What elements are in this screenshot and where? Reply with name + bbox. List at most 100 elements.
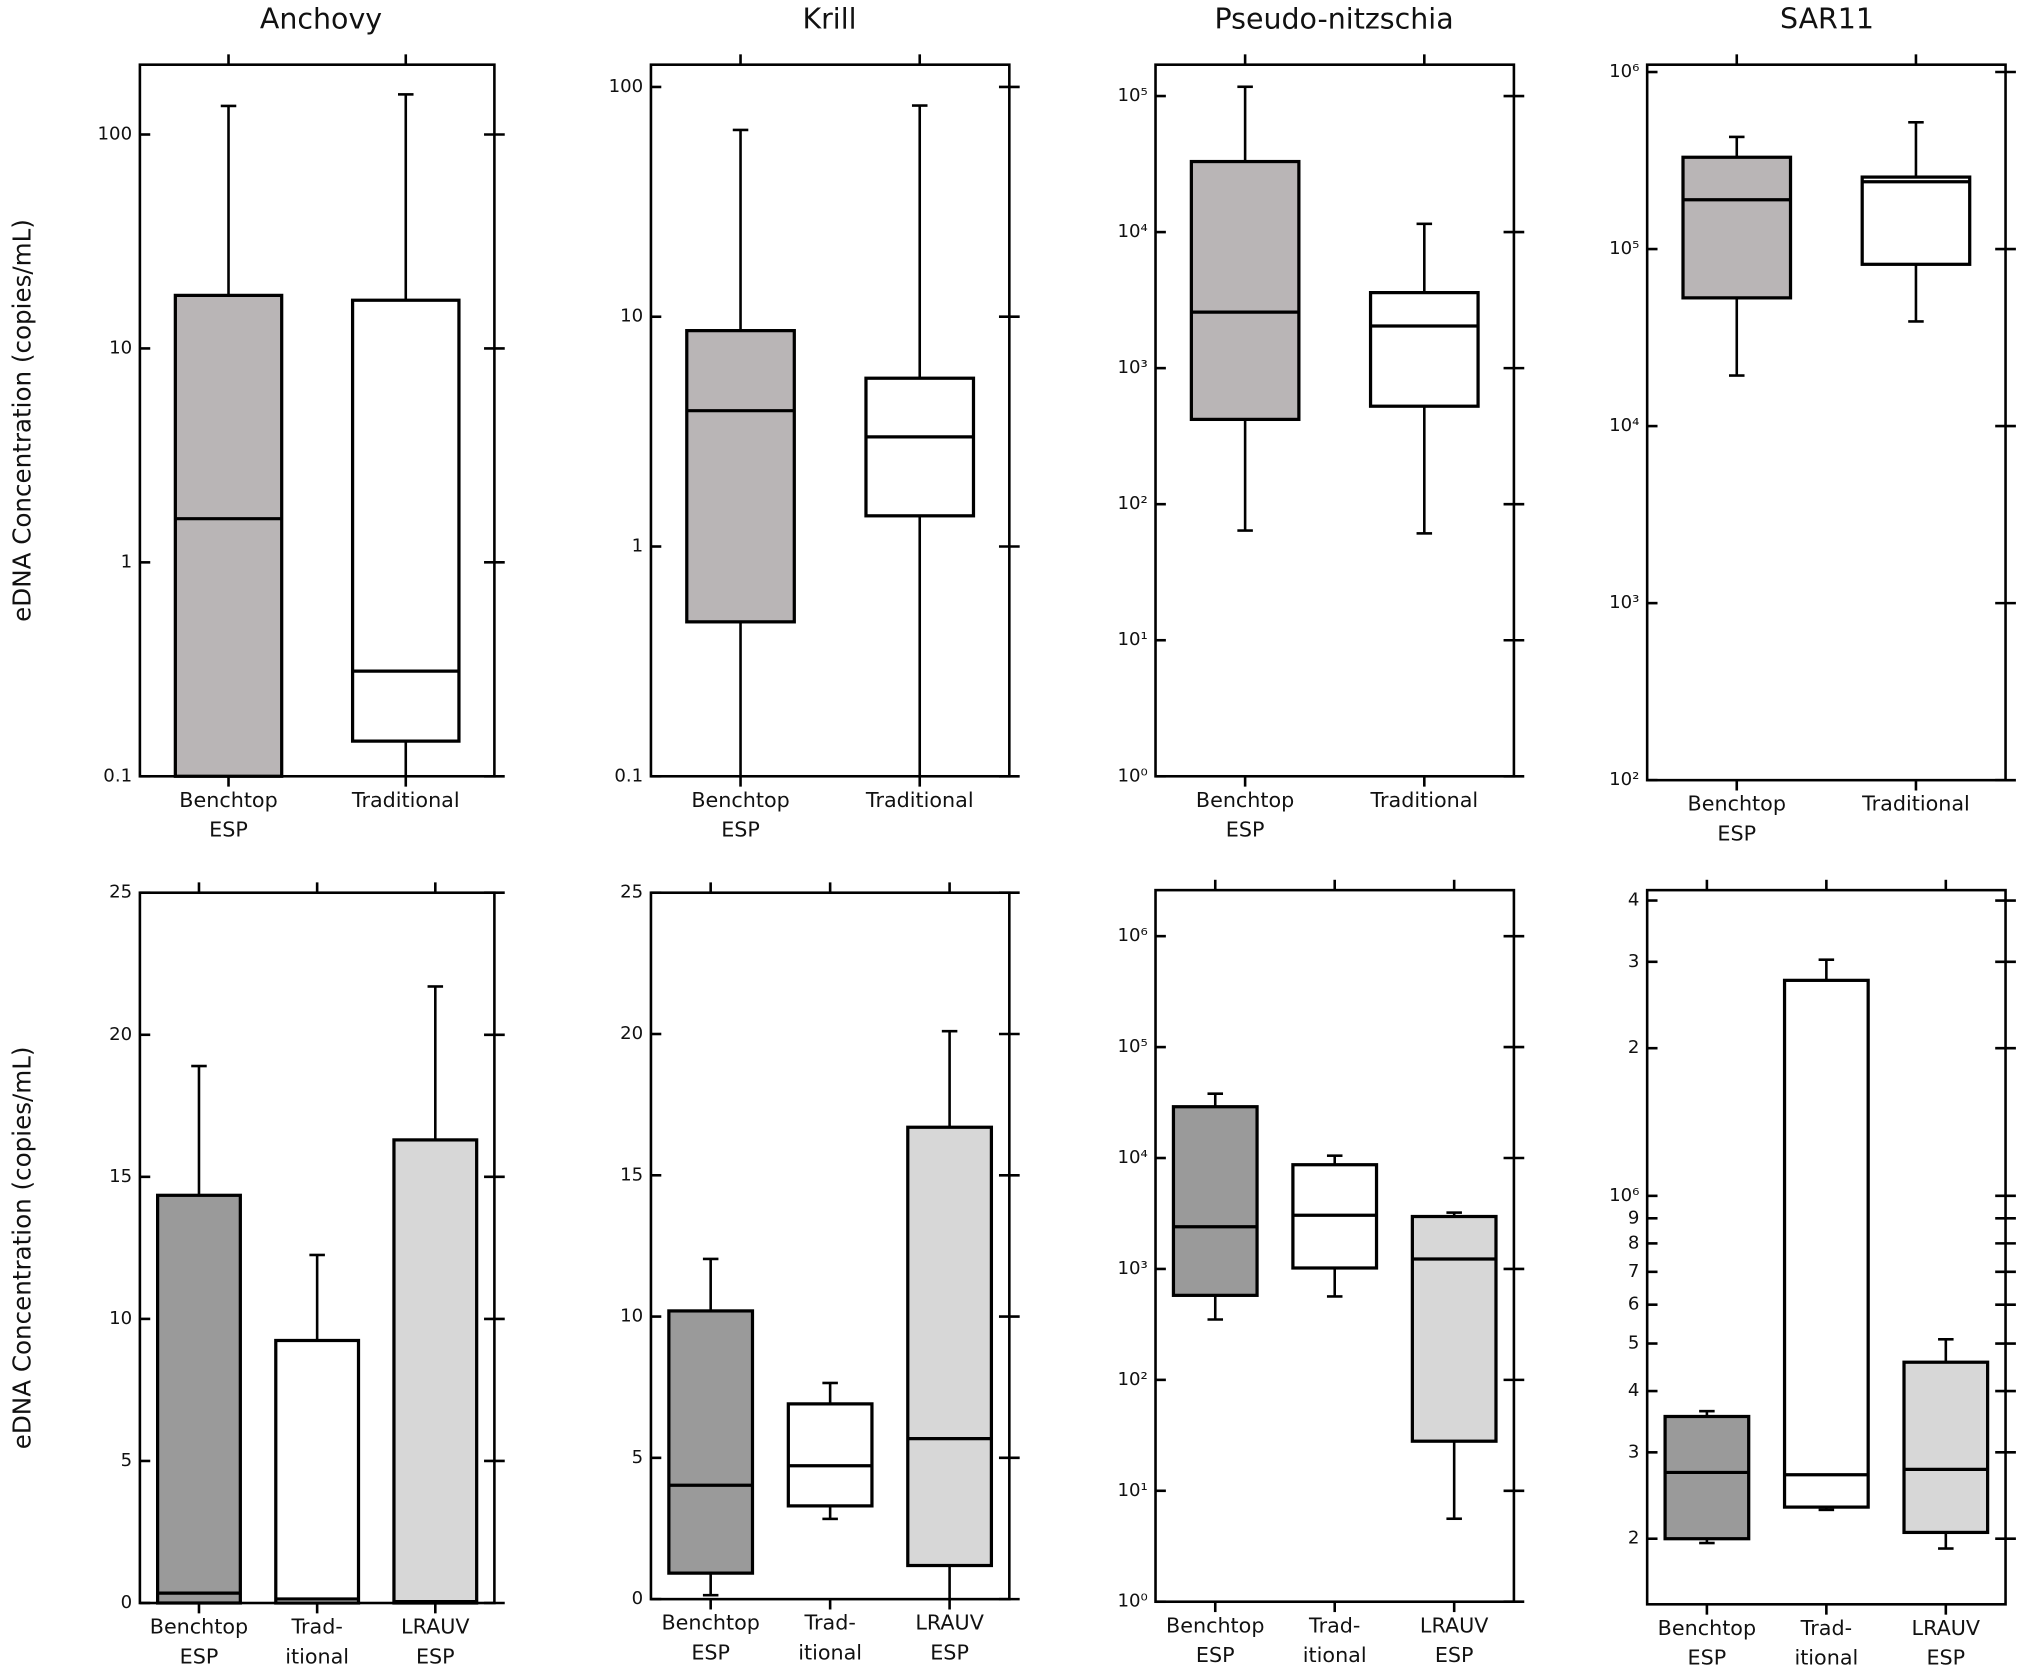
x-tick-label: Traditional bbox=[1369, 788, 1478, 812]
y-tick-label: 10⁵ bbox=[1117, 1036, 1147, 1057]
y-tick-label: 5 bbox=[632, 1447, 644, 1468]
x-tick-label: Benchtop bbox=[150, 1615, 248, 1639]
x-tick-label: Benchtop bbox=[179, 788, 277, 812]
box bbox=[350, 298, 461, 743]
y-tick-label: 25 bbox=[109, 882, 132, 903]
y-tick-label: 10¹ bbox=[1117, 1480, 1147, 1501]
y-tick-label: 10² bbox=[1117, 493, 1147, 514]
y-tick-label: 10⁵ bbox=[1117, 85, 1147, 106]
panel-title: Anchovy bbox=[260, 3, 382, 36]
box bbox=[1902, 1360, 1990, 1535]
x-tick-label: itional bbox=[1794, 1646, 1858, 1669]
x-tick-label: Trad- bbox=[1800, 1616, 1852, 1640]
x-tick-label: ESP bbox=[1226, 818, 1265, 842]
y-tick-label: 10 bbox=[620, 1306, 643, 1327]
box bbox=[1663, 1414, 1751, 1541]
y-tick-label: 5 bbox=[121, 1450, 133, 1471]
y-tick-label: 10⁰ bbox=[1117, 765, 1147, 786]
y-tick-label: 3 bbox=[1628, 951, 1640, 972]
y-tick-label: 25 bbox=[620, 882, 643, 903]
box bbox=[274, 1338, 361, 1605]
y-tick-label: 10¹ bbox=[1117, 629, 1147, 650]
y-tick-label: 10⁴ bbox=[1117, 221, 1147, 242]
y-tick-label: 3 bbox=[1628, 1441, 1640, 1462]
box bbox=[906, 1125, 994, 1568]
x-tick-label: Benchtop bbox=[661, 1611, 759, 1635]
y-tick-label: 4 bbox=[1628, 890, 1640, 911]
x-tick-label: ESP bbox=[1435, 1643, 1474, 1667]
x-tick-label: ESP bbox=[1926, 1646, 1965, 1669]
y-tick-label: 7 bbox=[1628, 1261, 1640, 1282]
x-tick-label: LRAUV bbox=[915, 1611, 984, 1635]
y-tick-label: 9 bbox=[1628, 1207, 1640, 1228]
y-tick-label: 0 bbox=[632, 1588, 644, 1609]
x-tick-label: itional bbox=[285, 1644, 349, 1668]
x-tick-label: Traditional bbox=[1861, 792, 1970, 816]
y-tick-label: 1 bbox=[632, 536, 644, 557]
box bbox=[1171, 1105, 1259, 1297]
plot-frame bbox=[1645, 63, 2007, 782]
x-tick-label: Traditional bbox=[865, 788, 974, 812]
x-tick-label: Benchtop bbox=[1658, 1616, 1756, 1640]
y-tick-label: 10⁴ bbox=[1609, 415, 1639, 436]
y-tick-label: 15 bbox=[109, 1166, 132, 1187]
box bbox=[392, 1138, 479, 1605]
x-tick-label: ESP bbox=[1196, 1643, 1235, 1667]
y-tick-label: 10⁵ bbox=[1609, 238, 1639, 259]
y-tick-label: 10 bbox=[620, 306, 643, 327]
x-tick-label: itional bbox=[798, 1640, 862, 1664]
x-tick-label: Trad- bbox=[1308, 1613, 1360, 1637]
x-tick-label: Benchtop bbox=[1196, 788, 1294, 812]
y-tick-label: 20 bbox=[620, 1023, 643, 1044]
y-tick-label: 10³ bbox=[1117, 357, 1147, 378]
box bbox=[156, 1193, 242, 1605]
x-tick-label: ESP bbox=[691, 1640, 730, 1664]
box bbox=[1681, 155, 1793, 300]
x-tick-label: LRAUV bbox=[1912, 1616, 1981, 1640]
y-tick-label: 0 bbox=[121, 1592, 133, 1613]
plot-frame bbox=[1154, 63, 1516, 778]
box bbox=[1860, 175, 1972, 266]
box bbox=[1368, 291, 1480, 408]
panel-title: SAR11 bbox=[1780, 3, 1874, 36]
y-tick-label: 10⁰ bbox=[1117, 1591, 1147, 1612]
y-tick-label: 10² bbox=[1609, 769, 1639, 790]
y-tick-label: 0.1 bbox=[614, 765, 643, 786]
panel-title: Krill bbox=[802, 3, 856, 36]
y-tick-label: 10 bbox=[109, 1308, 132, 1329]
box bbox=[1410, 1214, 1498, 1443]
x-tick-label: ESP bbox=[1717, 822, 1756, 846]
box bbox=[667, 1309, 755, 1575]
y-tick-label: 10³ bbox=[1609, 592, 1639, 613]
y-tick-label: 10 bbox=[109, 337, 132, 358]
y-tick-label: 10⁶ bbox=[1117, 925, 1147, 946]
x-tick-label: Trad- bbox=[290, 1615, 342, 1639]
x-tick-label: ESP bbox=[1688, 1646, 1727, 1669]
y-tick-label: 10⁶ bbox=[1609, 61, 1639, 82]
x-tick-label: ESP bbox=[416, 1644, 455, 1668]
x-tick-label: ESP bbox=[180, 1644, 219, 1668]
y-tick-label: 4 bbox=[1628, 1380, 1640, 1401]
x-tick-label: ESP bbox=[930, 1640, 969, 1664]
x-tick-label: Benchtop bbox=[691, 788, 789, 812]
y-tick-label: 15 bbox=[620, 1164, 643, 1185]
y-axis-label: eDNA Concentration (copies/mL) bbox=[7, 1046, 36, 1449]
y-tick-label: 20 bbox=[109, 1024, 132, 1045]
x-tick-label: LRAUV bbox=[1420, 1613, 1489, 1637]
plot-frame bbox=[649, 63, 1011, 778]
x-tick-label: Traditional bbox=[351, 788, 460, 812]
y-tick-label: 10² bbox=[1117, 1369, 1147, 1390]
y-tick-label: 5 bbox=[1628, 1333, 1640, 1354]
y-tick-label: 10³ bbox=[1117, 1258, 1147, 1279]
plot-frame bbox=[138, 63, 496, 778]
x-tick-label: Benchtop bbox=[1688, 792, 1786, 816]
box bbox=[173, 293, 284, 778]
y-tick-label: 6 bbox=[1628, 1294, 1640, 1315]
panel-title: Pseudo-nitzschia bbox=[1214, 3, 1453, 36]
box bbox=[864, 376, 976, 518]
y-tick-label: 2 bbox=[1628, 1528, 1640, 1549]
x-tick-label: itional bbox=[1303, 1643, 1367, 1667]
box bbox=[1782, 978, 1870, 1509]
box bbox=[685, 329, 796, 624]
